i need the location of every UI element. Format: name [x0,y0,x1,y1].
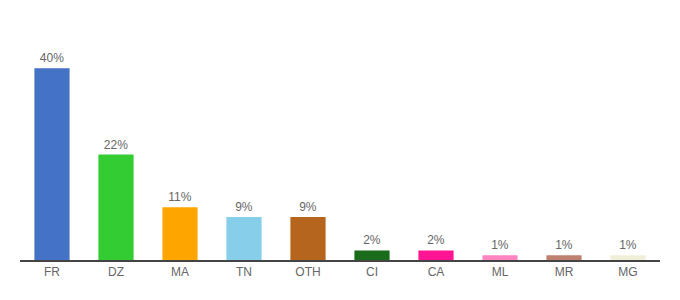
svg-text:9%: 9% [299,200,317,214]
svg-text:FR: FR [44,265,60,279]
svg-text:DZ: DZ [108,265,124,279]
svg-text:11%: 11% [168,190,191,204]
svg-text:2%: 2% [363,233,381,247]
svg-text:1%: 1% [619,238,637,252]
svg-text:CA: CA [428,265,445,279]
svg-text:MG: MG [618,265,637,279]
svg-text:40%: 40% [40,51,64,65]
svg-text:ML: ML [492,265,509,279]
svg-text:2%: 2% [427,233,445,247]
svg-text:CI: CI [366,265,378,279]
svg-text:1%: 1% [555,238,573,252]
svg-text:MA: MA [171,265,189,279]
svg-text:1%: 1% [491,238,509,252]
svg-text:TN: TN [236,265,252,279]
svg-text:9%: 9% [235,200,253,214]
svg-text:OTH: OTH [295,265,320,279]
svg-text:22%: 22% [104,138,128,152]
svg-text:MR: MR [555,265,574,279]
